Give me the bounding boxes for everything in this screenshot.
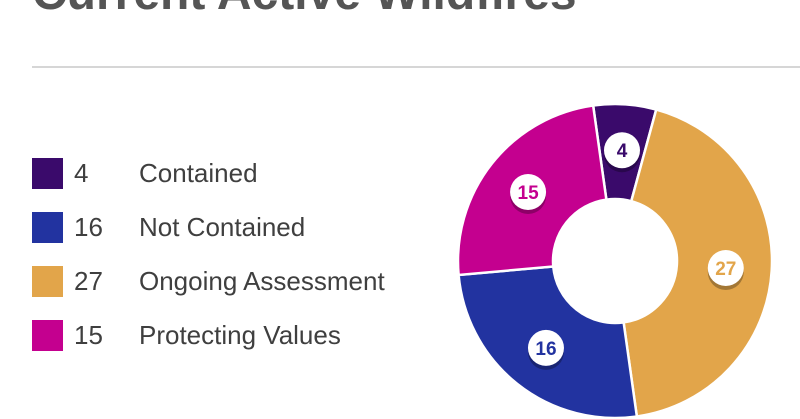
legend-label-contained: Contained bbox=[139, 157, 258, 188]
data-label-text-not-contained: 16 bbox=[535, 339, 556, 360]
legend-swatch-not-contained bbox=[32, 211, 63, 243]
legend-label-protecting-values: Protecting Values bbox=[139, 319, 341, 350]
legend-value-contained: 4 bbox=[74, 157, 89, 188]
data-label-text-protecting-values: 15 bbox=[518, 183, 540, 204]
data-label-contained: 4 bbox=[603, 132, 640, 173]
data-label-bubble-protecting-values bbox=[510, 173, 547, 210]
legend-item-protecting-values: 15 Protecting Values bbox=[32, 308, 385, 362]
data-label-text-ongoing-assessment: 27 bbox=[715, 259, 736, 280]
data-label-ongoing-assessment: 27 bbox=[707, 249, 744, 290]
legend-label-not-contained: Not Contained bbox=[139, 211, 306, 242]
data-label-protecting-values: 15 bbox=[510, 173, 547, 214]
slice-ongoing-assessment bbox=[622, 107, 774, 418]
legend-value-ongoing-assessment: 27 bbox=[74, 265, 103, 296]
page-title: Current Active Wildfires bbox=[32, 0, 577, 21]
legend-label-ongoing-assessment: Ongoing Assessment bbox=[139, 265, 385, 296]
data-label-not-contained: 16 bbox=[527, 329, 564, 370]
legend-item-contained: 4 Contained bbox=[32, 146, 385, 200]
legend-item-not-contained: 16 Not Contained bbox=[32, 200, 385, 254]
legend-swatch-protecting-values bbox=[32, 319, 63, 351]
legend-item-ongoing-assessment: 27 Ongoing Assessment bbox=[32, 254, 385, 308]
data-label-bubble-contained bbox=[603, 132, 640, 169]
data-label-text-contained: 4 bbox=[617, 141, 628, 162]
legend-swatch-contained bbox=[32, 157, 63, 189]
chart-legend: 4 Contained 16 Not Contained 27 Ongoing … bbox=[32, 146, 385, 362]
data-label-bubble-not-contained bbox=[527, 329, 564, 366]
legend-swatch-ongoing-assessment bbox=[32, 265, 63, 297]
data-label-bubble-ongoing-assessment bbox=[707, 249, 744, 286]
legend-value-not-contained: 16 bbox=[74, 211, 103, 242]
legend-value-protecting-values: 15 bbox=[74, 319, 103, 350]
title-divider bbox=[32, 66, 800, 68]
